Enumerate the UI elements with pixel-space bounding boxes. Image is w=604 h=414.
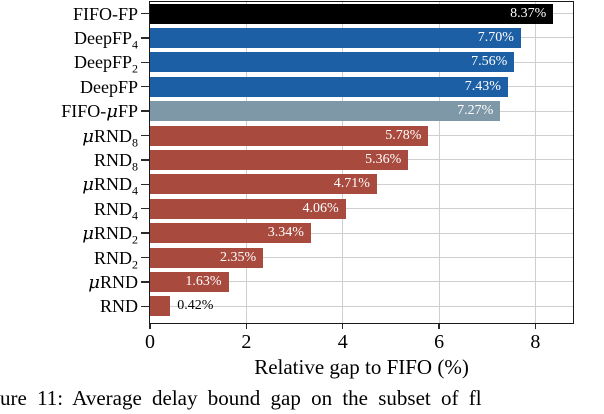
y-axis-tick <box>141 207 150 210</box>
bar <box>150 247 264 268</box>
bar <box>150 125 429 146</box>
bar-row: 0.42% <box>150 296 573 317</box>
bar-value-label: 3.34% <box>267 225 304 241</box>
category-label-subscript: 8 <box>132 159 138 174</box>
category-label-subscript: 8 <box>132 135 138 150</box>
y-axis-tick <box>141 37 150 39</box>
bar <box>150 198 346 219</box>
bar <box>150 271 229 292</box>
y-axis-tick <box>141 61 150 64</box>
bar-row: 8.37% <box>150 3 573 24</box>
grid-line-horizontal <box>150 208 573 210</box>
category-label: μRND2 <box>82 223 138 247</box>
bar <box>150 3 554 24</box>
y-axis-tick <box>141 256 150 259</box>
figure-caption: ure 11: Average delay bound gap on the s… <box>0 386 482 410</box>
grid-line-horizontal <box>150 305 573 307</box>
grid-line-vertical <box>438 2 440 323</box>
category-label: FIFO-FP <box>72 3 138 24</box>
bar-row: 2.35% <box>150 247 573 268</box>
category-label-subscript: 2 <box>132 232 138 247</box>
bar-row: 5.36% <box>150 149 573 170</box>
x-tick-label: 2 <box>241 331 252 353</box>
category-label: μRND4 <box>82 174 138 198</box>
category-label: RND4 <box>93 198 138 223</box>
bar-row: 7.56% <box>150 52 573 73</box>
plot-area: 8.37% 7.70% 7.56% 7.43% 7.27% 5.78% 5.36% 4.71%… <box>150 2 573 323</box>
bar-value-label: 8.37% <box>510 5 547 21</box>
bar-value-label: 7.70% <box>477 29 514 45</box>
bar-row: 7.43% <box>150 76 573 97</box>
x-axis-tick <box>438 323 440 329</box>
bar-value-label: 5.36% <box>365 151 402 167</box>
bar-row: 7.27% <box>150 101 573 122</box>
mu-symbol: μ <box>106 101 118 123</box>
x-axis-tick <box>534 323 537 329</box>
bar-value-label: 5.78% <box>385 127 422 143</box>
category-label: RND2 <box>93 247 138 272</box>
bar-row: 5.78% <box>150 125 573 146</box>
category-label: RND8 <box>93 149 138 174</box>
bar-value-label: 7.27% <box>457 103 494 119</box>
x-tick-label: 6 <box>434 331 445 353</box>
y-axis-tick <box>141 85 150 88</box>
bar-row: 4.71% <box>150 174 573 195</box>
bar-value-label: 2.35% <box>220 249 257 265</box>
mu-symbol: μ <box>82 174 94 196</box>
x-axis-label: Relative gap to FIFO (%) <box>254 355 469 379</box>
category-label: DeepFP2 <box>73 52 138 76</box>
y-axis-tick <box>141 281 150 283</box>
bar <box>150 174 377 195</box>
x-axis-tick <box>245 323 248 329</box>
grid-line-horizontal <box>150 257 573 258</box>
y-axis-tick <box>141 305 150 308</box>
bar <box>150 76 508 97</box>
bar <box>150 52 515 73</box>
y-axis-tick <box>141 110 150 112</box>
category-label-subscript: 2 <box>132 61 138 76</box>
category-label: DeepFP <box>79 76 138 97</box>
y-axis-tick <box>141 159 150 161</box>
bar-value-label: 1.63% <box>185 273 222 289</box>
x-tick-label: 8 <box>530 331 541 353</box>
x-tick-label: 4 <box>337 331 348 353</box>
x-axis-tick <box>341 323 344 329</box>
category-label-subscript: 4 <box>132 37 138 52</box>
category-label-subscript: 2 <box>132 257 138 272</box>
category-label: RND <box>99 296 138 317</box>
category-label: DeepFP4 <box>73 27 138 52</box>
grid-line-vertical <box>534 2 536 323</box>
category-label-subscript: 4 <box>132 208 138 223</box>
x-tick-label: 0 <box>145 331 155 353</box>
mu-symbol: μ <box>88 271 100 293</box>
category-label: μRND <box>88 271 138 293</box>
bar-value-label: 0.42% <box>177 298 214 314</box>
bar-value-label: 4.71% <box>333 176 370 192</box>
bar-row: 7.70% <box>150 27 573 48</box>
bar <box>150 149 409 170</box>
bar <box>150 223 311 244</box>
bar-value-label: 7.43% <box>464 78 501 94</box>
bar-row: 3.34% <box>150 223 573 244</box>
category-label-subscript: 4 <box>132 183 138 198</box>
y-axis-tick <box>141 12 150 15</box>
bar-value-label: 4.06% <box>302 200 339 216</box>
bar-row: 1.63% <box>150 271 573 292</box>
bar <box>150 296 171 317</box>
bar-value-label: 7.56% <box>471 54 508 70</box>
y-axis-tick <box>141 183 150 186</box>
bar <box>150 27 521 48</box>
bar <box>150 101 501 122</box>
mu-symbol: μ <box>82 223 94 245</box>
y-axis-tick <box>141 134 150 137</box>
x-axis-tick <box>149 323 151 329</box>
bar-row: 4.06% <box>150 198 573 219</box>
category-label: μRND8 <box>82 125 138 150</box>
category-label: FIFO-μFP <box>61 101 138 123</box>
grid-line-horizontal <box>150 232 573 234</box>
grid-line-horizontal <box>150 281 573 283</box>
mu-symbol: μ <box>82 125 94 147</box>
y-axis-tick <box>141 232 150 234</box>
